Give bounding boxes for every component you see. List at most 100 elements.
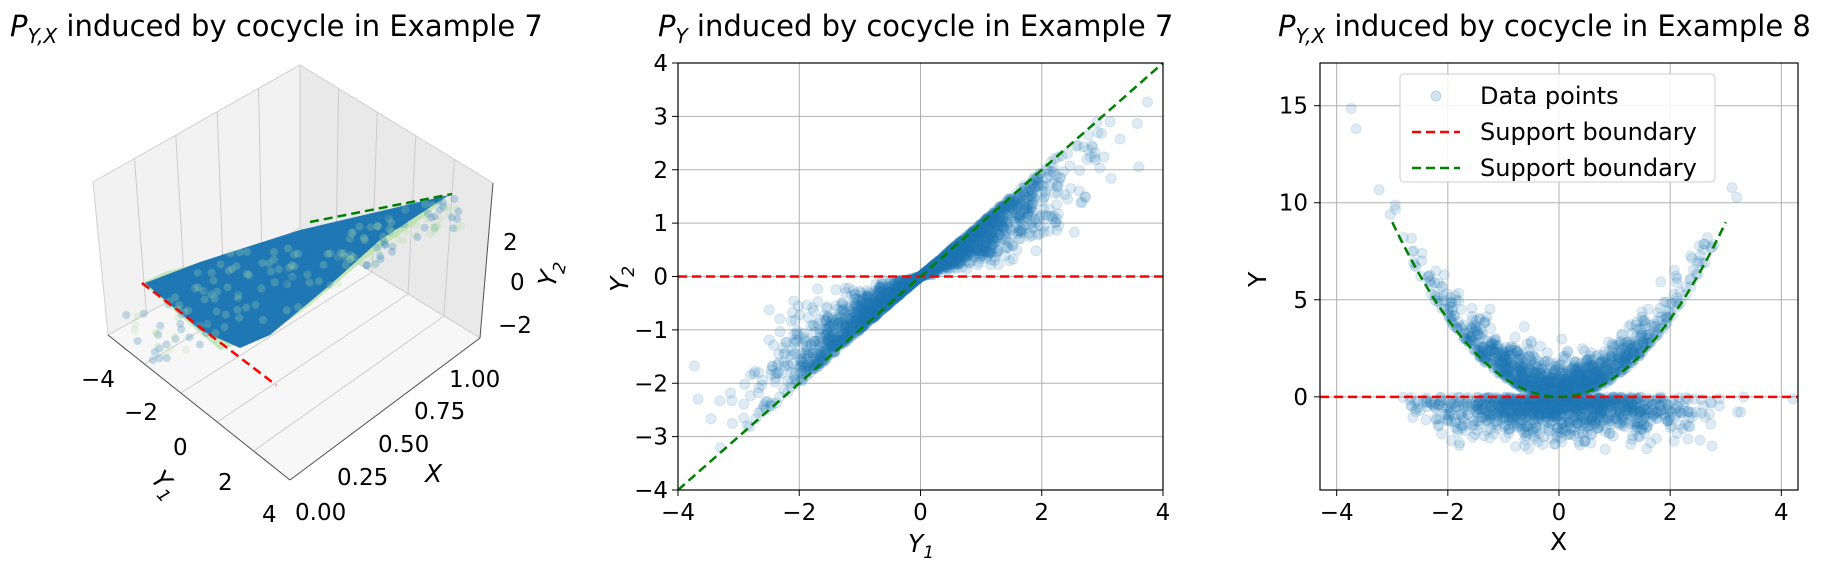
data-point [977,247,989,259]
data-point [738,412,750,424]
data-point [1098,151,1110,163]
data-point [368,228,377,237]
ytick-label: 2 [653,158,668,184]
data-point [218,282,227,291]
data-point [378,234,387,243]
data-point [726,395,738,407]
data-point [934,261,946,273]
data-point [450,194,459,203]
data-point [155,344,164,353]
data-point [132,312,141,321]
panel1-title: PY,X induced by cocycle in Example 7 [10,9,543,48]
data-point [296,289,305,298]
axis1-ztick: 2 [503,230,518,256]
data-point [1474,330,1486,342]
data-point [293,283,302,292]
data-point [295,257,304,266]
data-point [150,347,159,356]
data-point [315,257,324,266]
data-point [408,219,417,228]
xtick-label: 2 [1034,500,1049,526]
data-point [421,211,430,220]
data-point [447,213,456,222]
data-point [845,300,857,312]
data-point [692,393,704,405]
grid-line [216,111,224,271]
data-point [191,284,200,293]
data-point [224,271,233,280]
data-point [297,237,306,246]
data-point [960,239,972,251]
data-point [980,245,992,257]
data-point [346,255,355,264]
data-point [846,319,858,331]
data-point [1072,140,1084,152]
data-point [305,278,314,287]
data-point [812,283,824,295]
data-point [989,227,1001,239]
data-point [962,246,974,258]
data-point [1064,160,1076,172]
data-point [303,252,312,261]
data-point [260,263,269,272]
data-point [374,248,383,257]
data-point [852,318,864,330]
data-point [1694,434,1706,446]
data-point [998,200,1010,212]
data-point [283,244,292,253]
data-point [973,256,985,268]
data-point [314,277,323,286]
data-point [870,279,882,291]
data-point [171,334,180,343]
data-point [257,278,266,287]
data-point [284,263,293,272]
data-point [989,222,1001,234]
data-point [227,265,236,274]
data-point [840,320,852,332]
data-point [789,314,801,326]
data-point [213,287,222,296]
data-point [207,270,216,279]
data-point [815,352,827,364]
data-point [934,262,946,274]
data-point [433,221,442,230]
data-point [807,358,819,370]
data-point [862,305,874,317]
data-point [787,358,799,370]
data-point [204,285,213,294]
data-point [444,203,453,212]
data-point [232,289,241,298]
data-point [234,290,243,299]
data-point [974,245,986,257]
data-point [1017,193,1029,205]
data-point [161,350,170,359]
data-point [379,237,388,246]
data-point [862,290,874,302]
data-point [216,260,225,269]
data-point [336,248,345,257]
data-point [155,354,164,363]
data-point [355,222,364,231]
data-point [268,260,277,269]
data-point [251,300,260,309]
data-point [392,229,401,238]
data-point [179,273,188,282]
data-point [992,222,1004,234]
data-point [833,312,845,324]
data-point [1509,440,1521,452]
data-point [436,214,445,223]
cloud-points [122,194,466,364]
data-point [207,290,216,299]
data-point [739,378,751,390]
data-point [333,252,342,261]
data-point [279,258,288,267]
data-point [348,228,357,237]
data-point [859,307,871,319]
panel1-title-sub: Y,X [28,24,59,48]
data-point [1016,190,1028,202]
data-point [303,249,312,258]
data-point [1407,411,1419,423]
data-point [211,329,220,338]
data-point [335,256,344,265]
data-point [1074,164,1086,176]
